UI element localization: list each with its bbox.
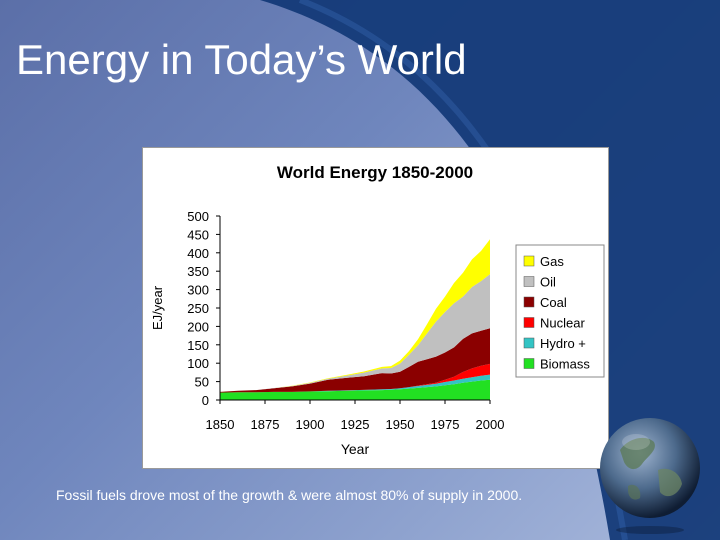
legend-swatch [523, 255, 535, 267]
x-tick-label: 2000 [476, 417, 505, 432]
legend-label: Coal [540, 295, 567, 310]
y-tick-label: 200 [187, 319, 209, 334]
legend-swatch [523, 296, 535, 308]
legend-label: Oil [540, 275, 556, 290]
y-tick-label: 400 [187, 246, 209, 261]
slide-title: Energy in Today’s World [16, 36, 467, 83]
x-tick-label: 1950 [386, 417, 415, 432]
area-gas [220, 239, 490, 392]
area-oil [220, 274, 490, 392]
legend-label: Hydro + [540, 336, 586, 351]
y-tick-label: 500 [187, 209, 209, 224]
legend-swatch [523, 358, 535, 369]
legend-swatch [523, 337, 535, 349]
x-axis-label: Year [341, 441, 370, 457]
y-tick-label: 300 [187, 283, 209, 298]
legend-swatch [523, 317, 535, 328]
slide-caption: Fossil fuels drove most of the growth & … [56, 487, 523, 503]
area-nuclear [220, 363, 490, 393]
y-tick-label: 0 [202, 393, 209, 408]
legend-swatch [523, 276, 535, 287]
y-axis-label: EJ/year [150, 285, 165, 330]
legend-label: Biomass [540, 357, 590, 372]
area-coal [220, 328, 490, 393]
y-tick-label: 150 [187, 338, 209, 353]
legend-label: Nuclear [540, 316, 585, 331]
globe-icon [600, 418, 700, 534]
x-tick-label: 1925 [341, 417, 370, 432]
y-tick-label: 350 [187, 264, 209, 279]
chart-title: World Energy 1850-2000 [277, 163, 473, 182]
area-biomass [220, 379, 490, 400]
legend-box [515, 244, 605, 378]
y-tick-label: 50 [195, 375, 209, 390]
x-tick-label: 1875 [251, 417, 280, 432]
x-tick-label: 1900 [296, 417, 325, 432]
legend-label: Gas [540, 254, 564, 269]
x-tick-label: 1975 [431, 417, 460, 432]
x-tick-label: 1850 [206, 417, 235, 432]
y-tick-label: 100 [187, 356, 209, 371]
chart-panel: World Energy 1850-2000 0 50 100 150 200 250 300… [142, 147, 609, 469]
world-energy-chart: World Energy 1850-2000 0 50 100 150 200 250 300… [150, 163, 605, 457]
y-tick-label: 250 [187, 301, 209, 316]
y-tick-label: 450 [187, 227, 209, 242]
